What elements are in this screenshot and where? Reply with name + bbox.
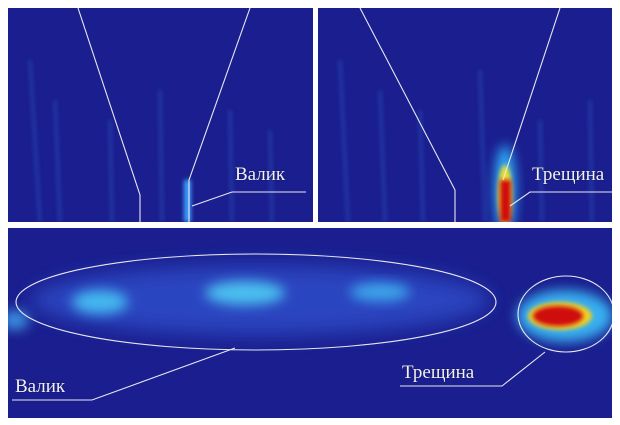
label: Валик	[15, 376, 66, 397]
scan-bottom: Валик Трещина	[1, 228, 614, 418]
label: Валик	[235, 164, 286, 185]
scan-figure: Валик Трещина Валик Трещина	[0, 0, 620, 425]
label: Трещина	[532, 164, 605, 185]
scan-top-left: Валик	[8, 8, 313, 222]
scan-top-right: Трещина	[318, 8, 612, 235]
label: Трещина	[402, 362, 475, 383]
